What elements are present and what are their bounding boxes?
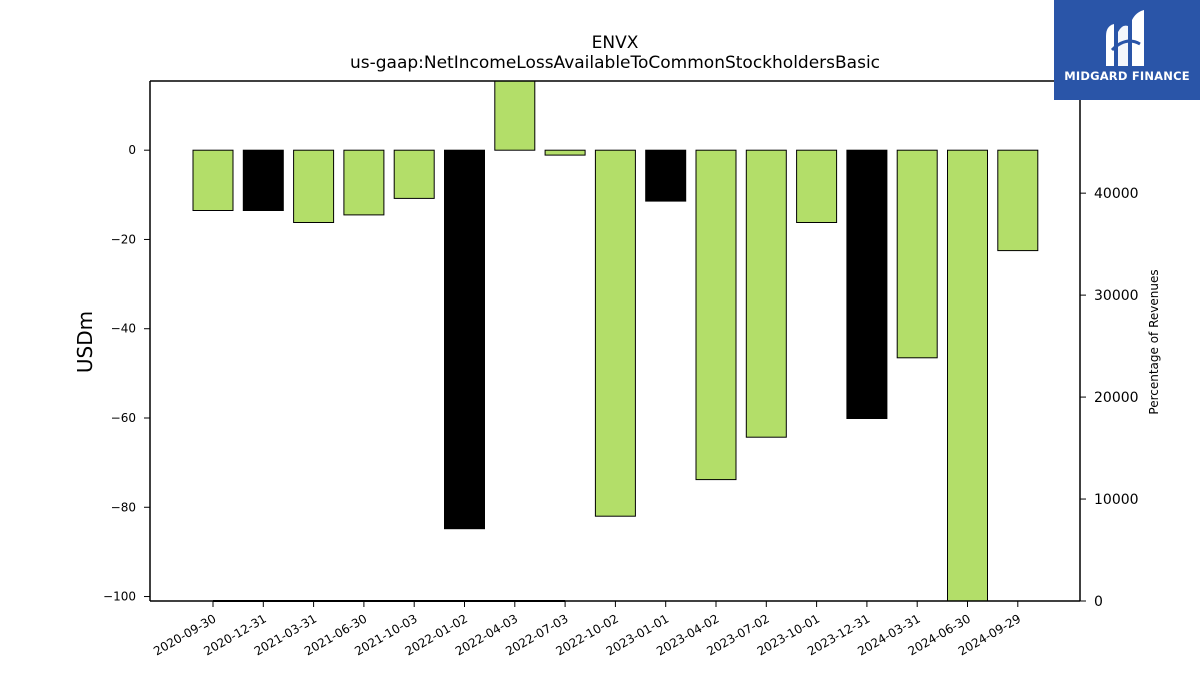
y-tick-label: 0	[128, 143, 136, 157]
y-tick-label: −60	[111, 411, 136, 425]
y-tick-label: −20	[111, 232, 136, 246]
bar-2024-06-30	[947, 149, 988, 601]
y-axis-right-label: Percentage of Revenues	[1147, 269, 1161, 414]
y-right-tick-label: 30000	[1094, 288, 1139, 304]
bar-2021-06-30	[343, 149, 385, 216]
y-axis-label: USDm	[73, 311, 97, 373]
bar-2022-07-03	[544, 149, 586, 156]
chart-subtitle: us-gaap:NetIncomeLossAvailableToCommonSt…	[350, 53, 880, 73]
bar-2022-10-02	[594, 149, 636, 517]
bar-2020-12-31	[242, 149, 284, 211]
bar-2023-01-01	[645, 149, 687, 202]
y-tick-label: −80	[111, 500, 136, 514]
bar-2023-12-31	[846, 149, 888, 419]
brand-name: MIDGARD FINANCE	[1064, 69, 1190, 83]
bar-2024-03-31	[896, 149, 938, 359]
midgard-logo-icon	[1106, 10, 1144, 67]
y-tick-label: −40	[111, 322, 136, 336]
bar-2021-03-31	[293, 149, 335, 223]
bar-series	[192, 81, 1039, 601]
bar-2024-09-29	[997, 149, 1039, 252]
y-right-tick-label: 20000	[1094, 390, 1139, 406]
bar-2020-09-30	[192, 149, 234, 211]
chart-title: ENVX	[592, 33, 639, 53]
brand-logo: MIDGARD FINANCE	[1054, 0, 1200, 100]
bar-2022-04-03	[494, 81, 536, 151]
y-tick-label: −100	[103, 590, 136, 604]
bar-2023-04-02	[695, 149, 737, 481]
bar-2021-10-03	[393, 149, 435, 199]
bar-2023-07-02	[745, 149, 787, 438]
bar-2022-01-02	[444, 149, 485, 530]
y-right-tick-label: 10000	[1094, 492, 1139, 508]
bar-2023-10-01	[796, 149, 838, 223]
y-right-tick-label: 40000	[1094, 186, 1139, 202]
y-right-tick-label: 0	[1094, 594, 1103, 610]
